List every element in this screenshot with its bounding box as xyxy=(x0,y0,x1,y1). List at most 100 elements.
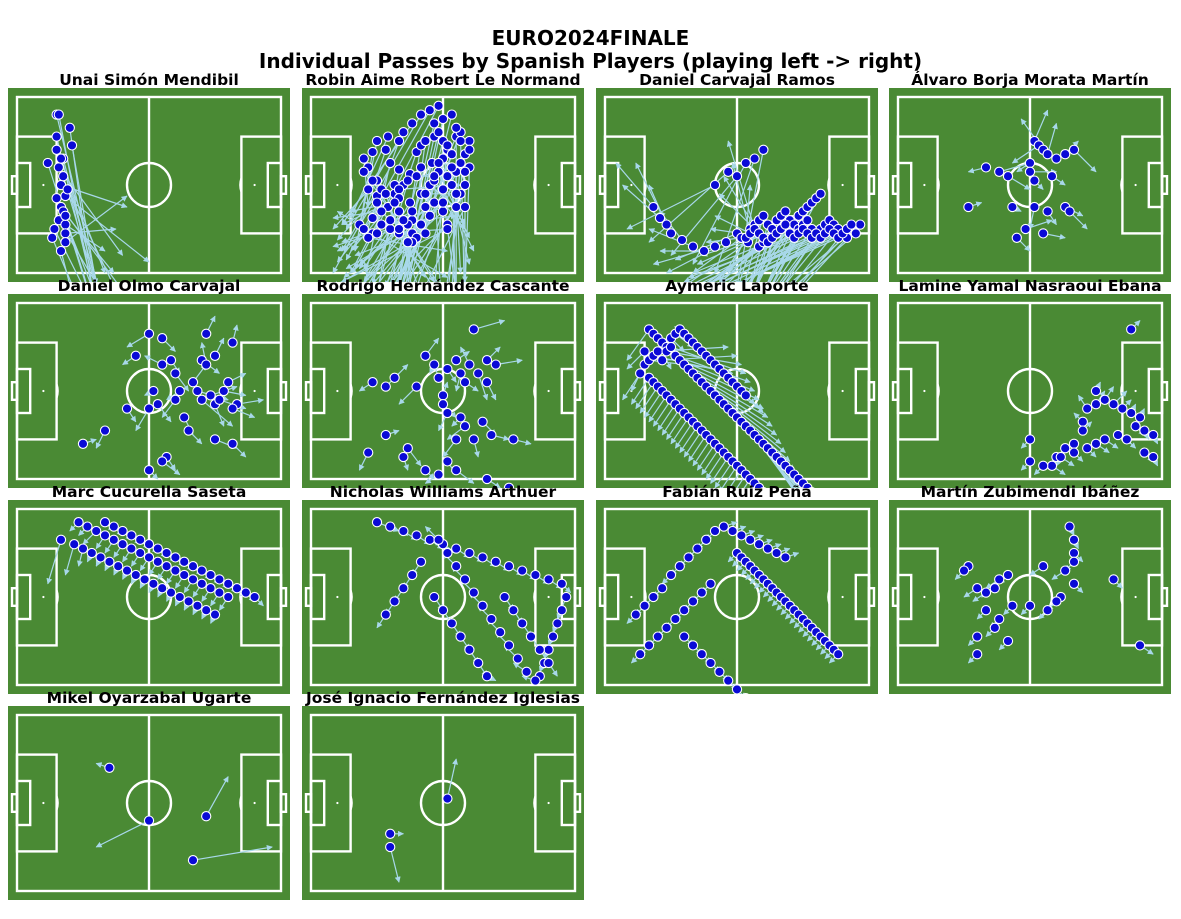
left-goal xyxy=(598,380,607,401)
pass-arrow xyxy=(705,452,725,480)
pass-start-marker xyxy=(705,578,716,589)
pass-start-marker xyxy=(556,578,567,589)
pass-start-marker xyxy=(420,188,431,199)
pass-start-marker xyxy=(148,578,159,589)
pass-start-marker xyxy=(214,587,225,598)
pass-arrow xyxy=(62,211,115,274)
pass-start-marker xyxy=(1038,561,1049,572)
pass-start-marker xyxy=(55,245,67,257)
pass-start-marker xyxy=(380,429,391,441)
pass-start-marker xyxy=(179,412,190,423)
pass-start-marker xyxy=(451,465,462,476)
pass-start-marker xyxy=(161,561,172,572)
pass-start-marker xyxy=(126,530,137,541)
pass-start-marker xyxy=(398,583,409,594)
pass-start-markers xyxy=(42,109,78,257)
pass-arrow xyxy=(652,399,672,427)
pass-start-marker xyxy=(376,206,387,217)
pass-arrow xyxy=(626,329,650,361)
pass-arrow xyxy=(688,434,707,462)
pass-start-marker xyxy=(556,605,567,616)
pass-start-marker xyxy=(451,355,462,366)
pass-start-marker xyxy=(437,390,449,401)
pass-start-marker xyxy=(972,649,983,660)
pitch-markings xyxy=(10,95,288,275)
right-goal xyxy=(279,586,288,607)
pass-start-marker xyxy=(393,164,405,175)
pass-start-marker xyxy=(451,434,462,445)
pass-start-marker xyxy=(451,122,462,133)
pass-start-marker xyxy=(51,144,62,155)
pass-start-marker xyxy=(1002,171,1014,182)
pass-start-marker xyxy=(1148,451,1159,463)
pass-arrow xyxy=(1047,122,1058,155)
pass-start-marker xyxy=(152,399,163,410)
pass-start-marker xyxy=(411,530,422,541)
pass-start-marker xyxy=(113,561,124,572)
left-penalty-spot xyxy=(336,801,339,805)
pass-start-markers xyxy=(55,517,260,620)
pitch-markings xyxy=(891,301,1169,481)
left-penalty-arc xyxy=(55,796,59,810)
pass-start-marker xyxy=(1077,416,1088,427)
pass-start-marker xyxy=(1090,385,1102,397)
pass-start-marker xyxy=(442,363,453,375)
player-panel: Martín Zubimendi Ibáñez xyxy=(889,483,1171,694)
pass-start-markers xyxy=(363,324,519,488)
pass-start-markers xyxy=(104,762,212,866)
pass-start-marker xyxy=(433,127,444,138)
figure-subtitle: Individual Passes by Spanish Players (pl… xyxy=(258,49,923,73)
pass-arrow xyxy=(622,184,661,219)
right-penalty-spot xyxy=(547,595,550,599)
pitch-plot xyxy=(889,294,1171,488)
pass-start-marker xyxy=(398,215,409,226)
pass-start-marker xyxy=(720,237,732,248)
pass-arrow xyxy=(389,846,401,883)
pass-start-marker xyxy=(1064,206,1075,217)
pass-start-marker xyxy=(459,201,471,213)
pass-start-marker xyxy=(49,223,60,235)
pass-start-marker xyxy=(661,622,672,633)
player-name: Mikel Oyarzabal Ugarte xyxy=(46,689,252,707)
pass-start-marker xyxy=(214,574,225,585)
pitch-markings xyxy=(304,301,582,481)
pass-start-marker xyxy=(442,456,453,467)
pass-arrow xyxy=(666,412,685,440)
pass-start-marker xyxy=(165,355,177,366)
pass-start-marker xyxy=(157,456,168,467)
pass-start-marker xyxy=(1024,166,1036,177)
pass-start-marker xyxy=(196,565,207,576)
pass-start-marker xyxy=(451,561,462,572)
pass-start-marker xyxy=(240,587,251,598)
pass-start-markers xyxy=(371,517,572,686)
right-goal xyxy=(867,586,876,607)
player-panel: Nicholas Williams Arthuer xyxy=(302,483,584,694)
pass-arrow xyxy=(71,145,99,282)
pass-start-marker xyxy=(393,184,405,195)
pass-start-marker xyxy=(1011,232,1022,243)
pass-start-marker xyxy=(161,547,172,559)
pass-start-marker xyxy=(55,153,67,164)
player-name: Fabián Ruiz Peña xyxy=(662,483,812,501)
pass-start-markers xyxy=(648,144,866,257)
player-panel: Rodrigo Hernández Cascante xyxy=(302,277,584,488)
player-panel: Álvaro Borja Morata Martín xyxy=(889,71,1171,282)
pass-arrow xyxy=(758,219,791,282)
pass-start-marker xyxy=(736,530,747,541)
pass-start-marker xyxy=(1082,443,1093,454)
pass-arrow xyxy=(192,844,273,861)
pass-start-marker xyxy=(60,228,71,239)
pass-start-marker xyxy=(758,210,769,221)
pass-start-marker xyxy=(1007,201,1018,213)
pass-start-marker xyxy=(143,539,155,550)
pass-arrow xyxy=(999,161,1031,173)
player-panel: Lamine Yamal Nasraoui Ebana xyxy=(889,277,1171,488)
pass-start-marker xyxy=(170,565,181,576)
pass-start-marker xyxy=(51,131,62,142)
pass-start-marker xyxy=(433,534,444,545)
pass-start-marker xyxy=(227,403,238,414)
pass-start-marker xyxy=(547,631,559,642)
pass-start-marker xyxy=(249,591,260,603)
pass-start-marker xyxy=(1042,605,1053,616)
pass-start-marker xyxy=(490,359,501,370)
